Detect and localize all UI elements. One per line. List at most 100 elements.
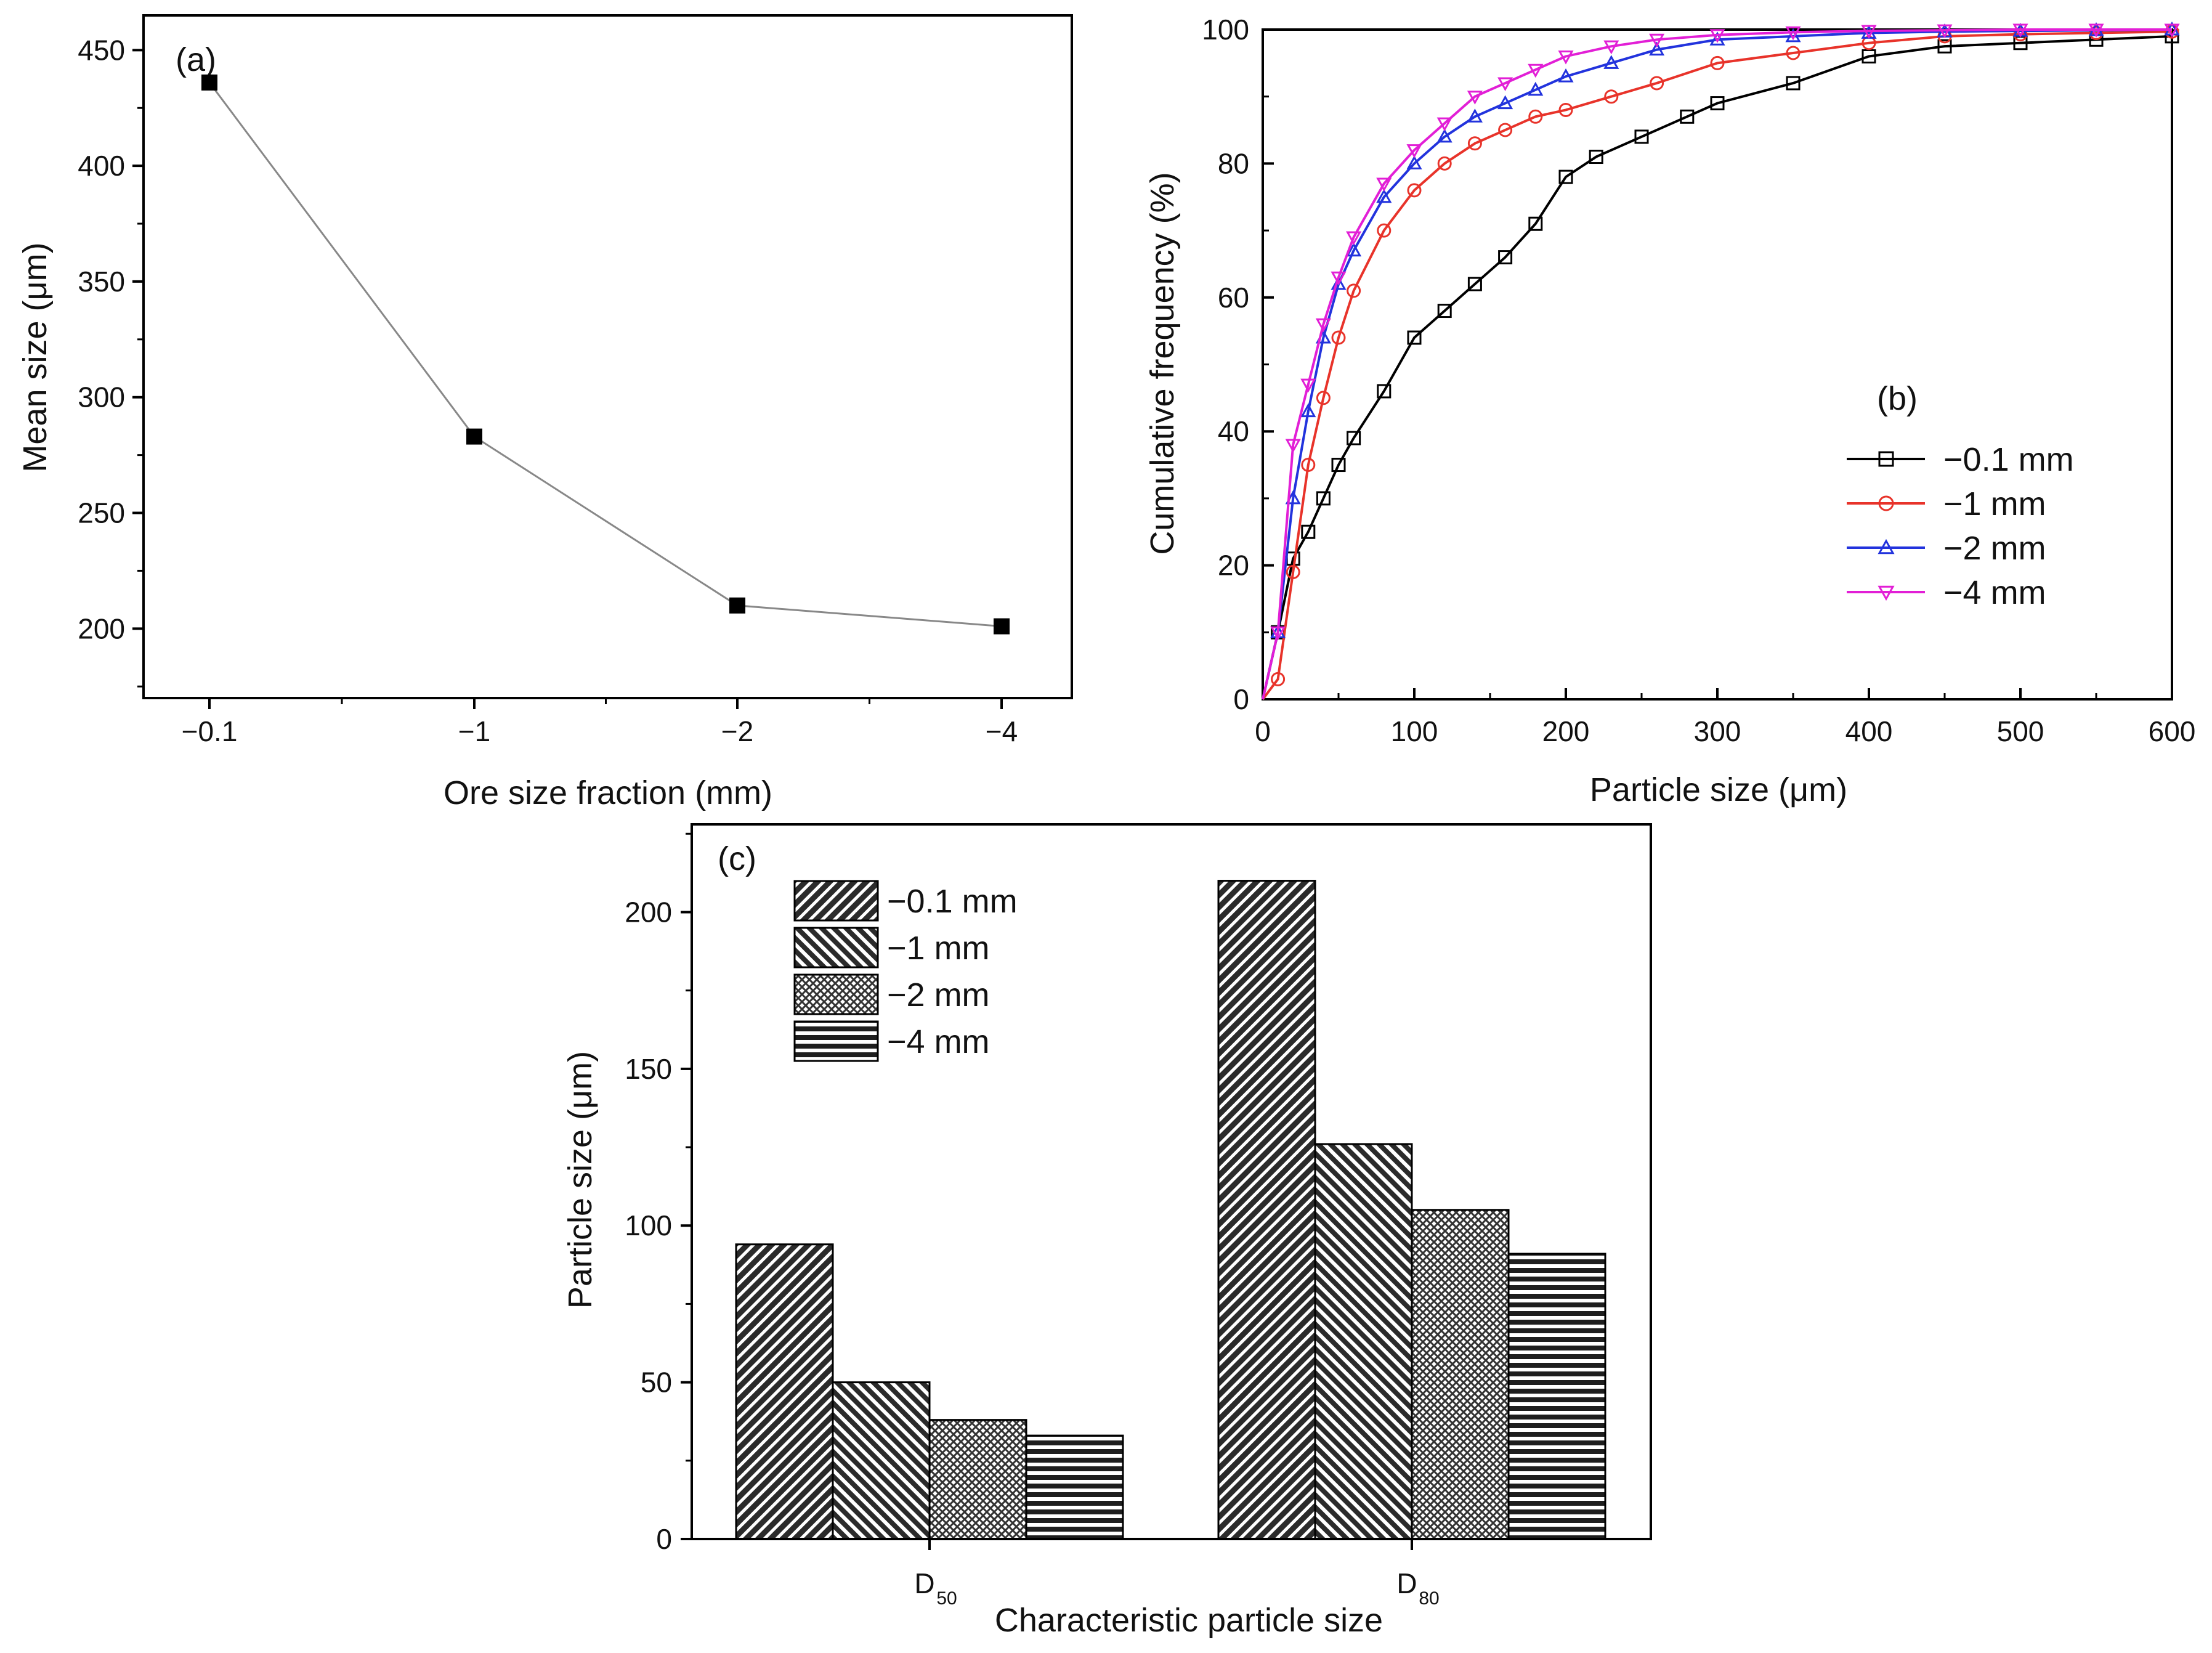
b-data-point: [1316, 491, 1331, 506]
b-series-0: [1262, 29, 2179, 700]
c-bar: [1507, 1253, 1606, 1540]
b-data-point: [1786, 46, 1801, 60]
b-data-point: [1407, 330, 1422, 345]
panel-c-legend: −0.1 mm −1 mm −2 mm −4 mm: [793, 880, 1018, 1062]
a-data-point: [466, 428, 482, 445]
b-data-point: [1604, 89, 1619, 104]
b-data-point: [1436, 128, 1452, 143]
a-series-line: [208, 82, 1002, 628]
b-data-point: [1680, 109, 1695, 124]
b-data-point: [1558, 169, 1573, 184]
c-legend-label: −1 mm: [887, 930, 990, 967]
c-bar: [1217, 880, 1316, 1540]
b-data-point: [1709, 31, 1725, 46]
b-series-3: [1262, 23, 2180, 700]
b-data-point: [1271, 672, 1286, 686]
panel-b-y-axis-title: Cumulative frequency (%): [1144, 172, 1181, 554]
b-data-point: [1710, 55, 1725, 70]
a-x-tick-label: −0.1: [182, 715, 238, 747]
a-y-tick-label: 250: [78, 497, 125, 529]
panel-a-plot-frame: [142, 14, 1073, 699]
b-x-tick-label: 600: [2149, 715, 2196, 747]
panel-a-y-axis: 200 250 300 350 400 450: [78, 34, 144, 688]
b-x-tick-label: 400: [1845, 715, 1893, 747]
c-y-tick-label: 0: [656, 1523, 672, 1555]
c-legend-swatch: [793, 1020, 879, 1062]
b-data-point: [1862, 49, 1876, 63]
b-legend-marker: [1878, 538, 1895, 554]
c-y-tick-label: 50: [641, 1367, 672, 1399]
panel-b-label: (b): [1877, 380, 1918, 417]
panel-b-legend: −0.1 mm −1 mm −2 mm −4 mm: [1847, 441, 2074, 611]
a-x-tick-label: −1: [458, 715, 490, 747]
panel-c-x-axis: D 50 D 80: [914, 1539, 1440, 1609]
b-series-line: [1262, 28, 2172, 700]
b-data-point: [1649, 33, 1665, 48]
b-data-point: [1786, 76, 1801, 91]
b-data-point: [1649, 41, 1665, 56]
b-x-tick-label: 500: [1997, 715, 2044, 747]
c-x-tick-label: D: [1396, 1567, 1417, 1599]
panel-a-series: [201, 74, 1010, 635]
b-legend-marker: [1878, 451, 1894, 467]
c-legend-swatch: [793, 927, 879, 969]
b-data-point: [1589, 150, 1603, 164]
b-data-point: [1603, 40, 1619, 55]
b-data-point: [1498, 250, 1513, 265]
a-data-point: [201, 74, 217, 91]
b-x-tick-label: 300: [1694, 715, 1741, 747]
b-data-point: [1407, 183, 1422, 198]
c-bar: [1025, 1434, 1124, 1540]
c-legend-label: −0.1 mm: [887, 883, 1018, 920]
c-legend-label: −4 mm: [887, 1023, 990, 1060]
b-data-point: [1861, 25, 1877, 39]
b-data-point: [1406, 155, 1422, 169]
a-data-point: [729, 597, 745, 614]
b-data-point: [1347, 283, 1361, 298]
b-y-tick-label: 60: [1218, 282, 1249, 314]
b-data-point: [1467, 277, 1482, 291]
b-data-point: [1301, 524, 1316, 539]
b-data-point: [2164, 23, 2180, 38]
c-y-tick-label: 100: [625, 1209, 672, 1241]
b-y-tick-label: 20: [1218, 550, 1249, 582]
c-y-tick-label: 150: [625, 1053, 672, 1085]
panel-c-label: (c): [718, 840, 756, 877]
b-legend-marker: [1878, 585, 1895, 601]
b-data-point: [1315, 318, 1331, 333]
b-data-point: [1937, 39, 1952, 54]
b-data-point: [1376, 177, 1392, 192]
panel-c-y-axis: 0 50 100 150 200: [625, 832, 692, 1555]
c-legend-swatch: [793, 973, 879, 1015]
b-data-point: [1316, 391, 1331, 405]
b-data-point: [1437, 156, 1452, 171]
b-series-line: [1262, 30, 2173, 701]
panel-a-y-axis-title: Mean size (μm): [17, 242, 54, 472]
a-y-tick-label: 300: [78, 381, 125, 413]
c-legend-swatch: [793, 880, 879, 922]
b-data-point: [1331, 458, 1346, 473]
b-data-point: [1785, 28, 1801, 43]
a-x-tick-label: −4: [986, 715, 1018, 747]
b-data-point: [1300, 403, 1316, 418]
b-data-point: [1377, 223, 1392, 238]
panel-c-plot-frame: [691, 823, 1652, 1540]
panel-c-y-axis-title: Particle size (μm): [562, 1051, 599, 1309]
b-data-point: [1785, 26, 1801, 41]
b-series-line: [1262, 28, 2173, 700]
b-data-point: [1528, 63, 1544, 78]
b-data-point: [2012, 23, 2028, 38]
a-data-point: [994, 618, 1010, 635]
a-x-tick-label: −2: [721, 715, 753, 747]
b-legend-label: −1 mm: [1943, 485, 2046, 522]
b-x-tick-label: 200: [1542, 715, 1590, 747]
panel-c-bars: [735, 880, 1606, 1540]
b-x-tick-label: 100: [1391, 715, 1438, 747]
b-data-point: [1497, 95, 1513, 110]
b-data-point: [1498, 123, 1513, 137]
b-data-point: [1937, 24, 1953, 39]
panel-a-x-axis-title: Ore size fraction (mm): [444, 774, 772, 811]
c-bar: [1314, 1143, 1413, 1540]
